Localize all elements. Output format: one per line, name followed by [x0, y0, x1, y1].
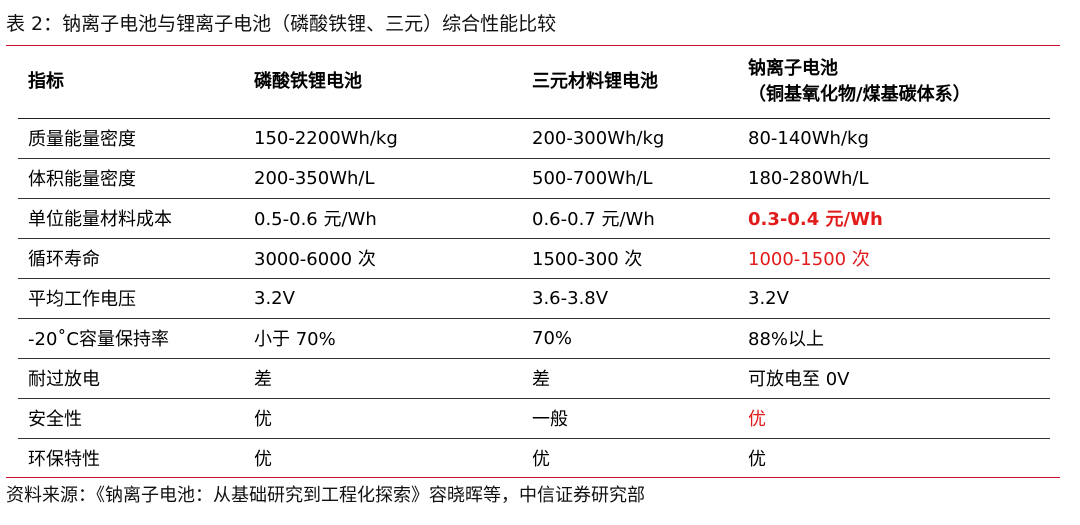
- cell-ncm: 优: [532, 449, 550, 471]
- cell-sodium: 88%以上: [738, 318, 1050, 359]
- cell-ncm: 200-300Wh/kg: [522, 118, 738, 159]
- table-row: 循环寿命 3000-6000 次 1500-300 次 1000-1500 次: [18, 238, 1050, 279]
- cell-lfp: 0.5-0.6 元/Wh: [244, 198, 522, 239]
- cell-ncm: 3.6-3.8V: [522, 278, 738, 319]
- cell-ncm: 500-700Wh/L: [522, 158, 738, 199]
- cell-ncm: 0.6-0.7 元/Wh: [522, 198, 738, 239]
- cell-lfp: 小于 70%: [244, 318, 522, 359]
- table-row: 单位能量材料成本 0.5-0.6 元/Wh 0.6-0.7 元/Wh 0.3-0…: [18, 198, 1050, 239]
- header-sodium: 钠离子电池 （铜基氧化物/煤基碳体系）: [738, 46, 1050, 119]
- cell-indicator: -20˚C容量保持率: [18, 318, 244, 359]
- cell-ncm: 70%: [522, 318, 738, 359]
- header-indicator: 指标: [18, 46, 244, 119]
- cell-indicator: 体积能量密度: [18, 158, 244, 199]
- cell-lfp: 优: [244, 398, 522, 439]
- comparison-table: 指标 磷酸铁锂电池 三元材料锂电池 钠离子电池 （铜基氧化物/煤基碳体系） 质量…: [18, 46, 1050, 478]
- cell-lfp: 优: [254, 449, 272, 471]
- cell-lfp: 3.2V: [244, 278, 522, 319]
- cell-indicator: 环保特性: [28, 449, 100, 471]
- cell-ncm: 1500-300 次: [522, 238, 738, 279]
- bottom-rule: [6, 477, 1060, 478]
- table-row: 安全性 优 一般 优: [18, 398, 1050, 439]
- table-caption: 表 2：钠离子电池与锂离子电池（磷酸铁锂、三元）综合性能比较: [6, 13, 557, 35]
- header-row: 指标 磷酸铁锂电池 三元材料锂电池 钠离子电池 （铜基氧化物/煤基碳体系）: [18, 46, 1050, 119]
- header-sodium-line2: （铜基氧化物/煤基碳体系）: [748, 83, 971, 105]
- cell-indicator: 平均工作电压: [18, 278, 244, 319]
- cell-indicator: 质量能量密度: [18, 118, 244, 159]
- table-row: 平均工作电压 3.2V 3.6-3.8V 3.2V: [18, 278, 1050, 319]
- table-row: 质量能量密度 150-2200Wh/kg 200-300Wh/kg 80-140…: [18, 118, 1050, 159]
- cell-lfp: 150-2200Wh/kg: [244, 118, 522, 159]
- cell-sodium: 可放电至 0V: [738, 358, 1050, 399]
- cell-indicator: 循环寿命: [18, 238, 244, 279]
- cell-indicator: 耐过放电: [18, 358, 244, 399]
- cell-ncm: 差: [522, 358, 738, 399]
- header-sodium-line1: 钠离子电池: [748, 57, 838, 79]
- cell-sodium-highlight: 1000-1500 次: [738, 238, 1050, 279]
- table-row: 体积能量密度 200-350Wh/L 500-700Wh/L 180-280Wh…: [18, 158, 1050, 199]
- cell-ncm: 一般: [522, 398, 738, 439]
- cell-lfp: 3000-6000 次: [244, 238, 522, 279]
- cell-indicator: 安全性: [18, 398, 244, 439]
- table-row: -20˚C容量保持率 小于 70% 70% 88%以上: [18, 318, 1050, 359]
- cell-indicator: 单位能量材料成本: [18, 198, 244, 239]
- cell-lfp: 差: [244, 358, 522, 399]
- cell-sodium-highlight: 优: [738, 398, 1050, 439]
- table-row: 环保特性 优 优 优: [18, 438, 1050, 478]
- cell-sodium: 3.2V: [738, 278, 1050, 319]
- header-lfp: 磷酸铁锂电池: [244, 46, 522, 119]
- top-rule: [6, 45, 1060, 46]
- cell-sodium: 80-140Wh/kg: [738, 118, 1050, 159]
- table-row: 耐过放电 差 差 可放电至 0V: [18, 358, 1050, 399]
- cell-sodium: 180-280Wh/L: [738, 158, 1050, 199]
- header-ncm: 三元材料锂电池: [522, 46, 738, 119]
- cell-lfp: 200-350Wh/L: [244, 158, 522, 199]
- cell-sodium: 优: [748, 449, 766, 471]
- cell-sodium-highlight: 0.3-0.4 元/Wh: [738, 198, 1050, 239]
- source-note: 资料来源：《钠离子电池：从基础研究到工程化探索》容晓晖等，中信证券研究部: [6, 485, 645, 506]
